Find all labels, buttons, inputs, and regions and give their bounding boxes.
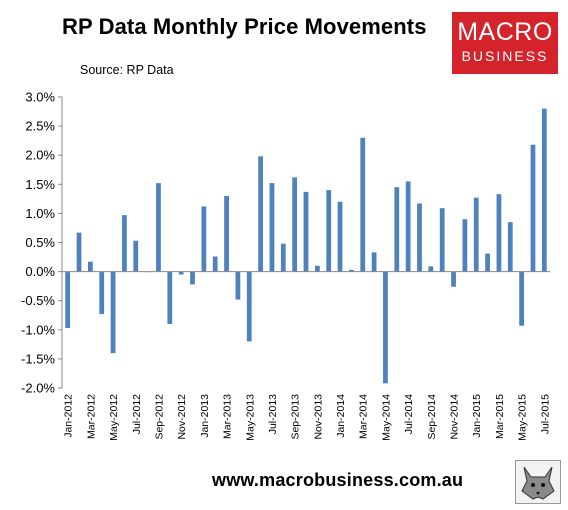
bar-Oct-2014 [439, 208, 445, 272]
y-tick-label: -1.5% [21, 351, 55, 366]
x-tick-label: Mar-2013 [222, 394, 234, 439]
bar-Feb-2014 [349, 269, 354, 272]
x-tick-label: May-2014 [380, 394, 392, 441]
y-tick-label: 0.0% [25, 264, 55, 279]
bar-Jun-2014 [394, 187, 400, 272]
bar-Apr-2012 [99, 271, 105, 315]
bar-Nov-2012 [178, 271, 184, 275]
bar-Jul-2013 [269, 183, 275, 272]
y-tick-label: -2.0% [21, 381, 55, 396]
x-tick-label: May-2012 [108, 394, 120, 441]
bar-May-2014 [383, 271, 388, 384]
x-tick-label: Mar-2015 [494, 394, 506, 439]
x-tick-label: Sep-2014 [426, 394, 438, 440]
x-tick-label: Jul-2015 [539, 394, 551, 434]
bar-Jul-2012 [133, 240, 139, 272]
y-tick-label: 0.5% [25, 235, 55, 250]
x-tick-label: Nov-2013 [312, 394, 324, 440]
bar-Feb-2015 [485, 253, 490, 272]
bar-Dec-2013 [326, 190, 332, 272]
x-tick-label: Jul-2013 [267, 394, 279, 434]
bar-Oct-2013 [303, 191, 309, 272]
x-tick-label: Mar-2014 [358, 394, 370, 439]
bar-Sep-2013 [292, 177, 298, 272]
wolf-mascot-icon [515, 460, 561, 504]
bar-Nov-2014 [451, 271, 456, 287]
x-tick-label: Nov-2012 [176, 394, 188, 440]
bar-Jun-2015 [530, 144, 536, 272]
bar-Apr-2014 [371, 252, 377, 272]
logo-line-macro: MACRO [457, 18, 553, 46]
bar-Feb-2013 [212, 256, 218, 272]
x-tick-label: Jan-2012 [63, 394, 75, 438]
bar-Mar-2014 [360, 137, 366, 272]
x-tick-label: Mar-2012 [85, 394, 97, 439]
bar-Dec-2012 [190, 271, 195, 285]
bar-May-2015 [519, 271, 525, 326]
bar-Mar-2015 [496, 194, 502, 272]
bar-Jan-2015 [473, 197, 479, 272]
x-tick-label: Jan-2015 [471, 394, 483, 438]
y-axis: 3.0% 2.5% 2.0% 1.5% 1.0% 0.5% 0.0% -0.5% -1.0% -1… [21, 90, 63, 396]
y-tick-label: 2.5% [25, 119, 55, 134]
bar-Feb-2012 [76, 232, 82, 272]
y-tick-label: -1.0% [21, 322, 55, 337]
logo-line-business: BUSINESS [461, 48, 549, 64]
footer-website-url: www.macrobusiness.com.au [212, 470, 464, 490]
bar-Jul-2014 [405, 181, 411, 272]
bar-Jun-2012 [122, 215, 127, 272]
bar-Jun-2013 [258, 156, 263, 272]
bar-Jan-2014 [337, 201, 343, 272]
x-tick-label: Jul-2012 [131, 394, 143, 434]
chart-title: RP Data Monthly Price Movements [62, 14, 427, 39]
x-tick-label: Sep-2012 [153, 394, 165, 440]
x-tick-label: Jul-2014 [403, 394, 415, 434]
bar-May-2012 [110, 271, 116, 354]
bar-Dec-2014 [462, 219, 468, 272]
bar-Nov-2013 [314, 265, 320, 272]
bar-Sep-2012 [156, 183, 161, 272]
bar-Apr-2013 [235, 271, 241, 300]
y-tick-label: 2.0% [25, 148, 55, 163]
x-axis: Jan-2012 Mar-2012 May-2012 Jul-2012 Sep-2012… [62, 271, 551, 441]
bar-Mar-2013 [224, 195, 229, 272]
x-tick-label: Sep-2013 [290, 394, 302, 440]
bar-Jan-2013 [201, 206, 207, 272]
bar-Sep-2014 [428, 266, 434, 272]
x-tick-label: Jan-2014 [335, 394, 347, 438]
y-tick-label: -0.5% [21, 293, 55, 308]
y-tick-label: 3.0% [25, 90, 55, 105]
y-tick-label: 1.5% [25, 177, 55, 192]
bar-Jul-2015 [541, 108, 547, 272]
x-tick-label: May-2015 [517, 394, 529, 441]
chart-source: Source: RP Data [80, 63, 174, 77]
x-tick-label: Nov-2014 [449, 394, 461, 440]
bar-Jan-2012 [65, 271, 71, 329]
bar-Aug-2013 [280, 243, 286, 272]
macrobusiness-logo: MACRO BUSINESS [452, 12, 558, 74]
y-tick-label: 1.0% [25, 206, 55, 221]
bar-series [65, 108, 547, 384]
bar-Aug-2014 [417, 203, 422, 272]
bar-Apr-2015 [507, 222, 513, 272]
bar-Mar-2012 [87, 261, 93, 272]
x-tick-label: Jan-2013 [199, 394, 211, 438]
x-tick-label: May-2013 [244, 394, 256, 441]
bar-May-2013 [246, 271, 252, 342]
bar-Oct-2012 [167, 271, 173, 324]
